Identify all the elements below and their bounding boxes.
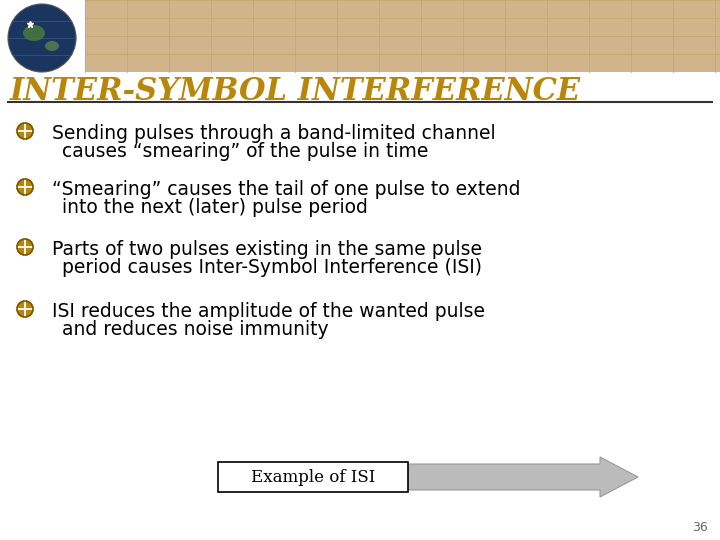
Polygon shape <box>406 457 638 497</box>
FancyBboxPatch shape <box>218 462 408 492</box>
Text: and reduces noise immunity: and reduces noise immunity <box>62 320 328 339</box>
Ellipse shape <box>23 25 45 41</box>
Bar <box>0 0 720 72</box>
Text: ISI reduces the amplitude of the wanted pulse: ISI reduces the amplitude of the wanted … <box>52 302 485 321</box>
Bar <box>0 0 85 72</box>
Text: Example of ISI: Example of ISI <box>251 469 375 485</box>
Ellipse shape <box>45 41 59 51</box>
Ellipse shape <box>8 4 76 72</box>
Circle shape <box>17 179 33 195</box>
Text: into the next (later) pulse period: into the next (later) pulse period <box>62 198 368 217</box>
Circle shape <box>17 301 33 317</box>
Circle shape <box>17 123 33 139</box>
Text: “Smearing” causes the tail of one pulse to extend: “Smearing” causes the tail of one pulse … <box>52 180 521 199</box>
Text: causes “smearing” of the pulse in time: causes “smearing” of the pulse in time <box>62 142 428 161</box>
Text: period causes Inter-Symbol Interference (ISI): period causes Inter-Symbol Interference … <box>62 258 482 277</box>
Circle shape <box>17 239 33 255</box>
Text: Sending pulses through a band-limited channel: Sending pulses through a band-limited ch… <box>52 124 495 143</box>
Text: Parts of two pulses existing in the same pulse: Parts of two pulses existing in the same… <box>52 240 482 259</box>
Text: INTER-SYMBOL INTERFERENCE: INTER-SYMBOL INTERFERENCE <box>10 76 581 107</box>
Text: 36: 36 <box>692 521 708 534</box>
